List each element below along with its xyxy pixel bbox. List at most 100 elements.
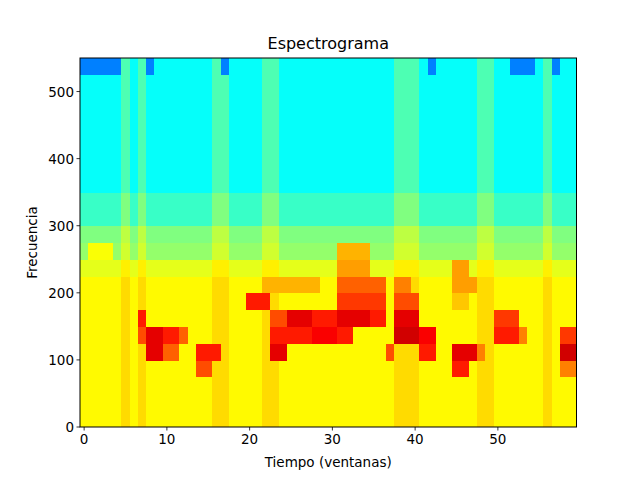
heatmap-cell: [320, 159, 329, 176]
heatmap-cell: [270, 226, 279, 243]
heatmap-cell: [105, 125, 114, 142]
heatmap-cell: [254, 377, 263, 394]
heatmap-cell: [320, 58, 329, 75]
heatmap-cell: [270, 209, 279, 226]
heatmap-cell: [221, 326, 230, 343]
heatmap-cell: [262, 293, 271, 310]
heatmap-cell: [146, 393, 155, 410]
heatmap-cell: [469, 310, 478, 327]
heatmap-cell: [345, 75, 354, 92]
heatmap-cell: [97, 58, 106, 75]
heatmap-cell: [394, 259, 403, 276]
heatmap-cell: [246, 259, 255, 276]
heatmap-cell: [502, 360, 511, 377]
heatmap-cell: [452, 243, 461, 260]
heatmap-cell: [403, 410, 412, 427]
heatmap-cell: [527, 259, 536, 276]
heatmap-cell: [345, 92, 354, 109]
heatmap-cell: [246, 159, 255, 176]
heatmap-cell: [97, 192, 106, 209]
heatmap-cell: [163, 175, 172, 192]
heatmap-cell: [287, 192, 296, 209]
heatmap-cell: [452, 75, 461, 92]
heatmap-cell: [543, 393, 552, 410]
heatmap-cell: [552, 410, 561, 427]
heatmap-cell: [146, 276, 155, 293]
heatmap-cell: [303, 276, 312, 293]
heatmap-cell: [535, 125, 544, 142]
heatmap-cell: [461, 159, 470, 176]
heatmap-cell: [527, 393, 536, 410]
heatmap-cell: [552, 75, 561, 92]
heatmap-cell: [312, 108, 321, 125]
heatmap-cell: [502, 293, 511, 310]
heatmap-cell: [279, 326, 288, 343]
heatmap-cell: [502, 192, 511, 209]
heatmap-cell: [469, 393, 478, 410]
y-tick-label: 400: [48, 151, 74, 167]
heatmap-cell: [188, 209, 197, 226]
heatmap-cell: [171, 125, 180, 142]
heatmap-cell: [171, 410, 180, 427]
heatmap-cell: [237, 92, 246, 109]
heatmap-cell: [154, 125, 163, 142]
heatmap-cell: [552, 326, 561, 343]
heatmap-cell: [113, 125, 122, 142]
heatmap-cell: [328, 360, 337, 377]
heatmap-cell: [254, 175, 263, 192]
heatmap-cells: [80, 58, 577, 427]
heatmap-cell: [171, 92, 180, 109]
heatmap-cell: [188, 243, 197, 260]
heatmap-cell: [105, 175, 114, 192]
heatmap-cell: [254, 92, 263, 109]
heatmap-cell: [519, 125, 528, 142]
heatmap-cell: [237, 393, 246, 410]
heatmap-cell: [552, 92, 561, 109]
heatmap-cell: [295, 377, 304, 394]
heatmap-cell: [237, 226, 246, 243]
heatmap-cell: [403, 142, 412, 159]
heatmap-cell: [502, 276, 511, 293]
heatmap-cell: [171, 393, 180, 410]
heatmap-cell: [88, 410, 97, 427]
heatmap-cell: [295, 125, 304, 142]
heatmap-cell: [204, 125, 213, 142]
heatmap-cell: [560, 192, 569, 209]
heatmap-cell: [188, 259, 197, 276]
heatmap-cell: [394, 108, 403, 125]
heatmap-cell: [295, 192, 304, 209]
heatmap-cell: [138, 293, 147, 310]
heatmap-cell: [221, 58, 230, 75]
heatmap-cell: [130, 125, 139, 142]
heatmap-cell: [394, 92, 403, 109]
heatmap-cell: [262, 192, 271, 209]
heatmap-cell: [279, 192, 288, 209]
heatmap-cell: [535, 259, 544, 276]
heatmap-cell: [394, 125, 403, 142]
heatmap-cell: [345, 326, 354, 343]
heatmap-cell: [444, 159, 453, 176]
heatmap-cell: [394, 393, 403, 410]
heatmap-cell: [88, 310, 97, 327]
heatmap-cell: [543, 360, 552, 377]
heatmap-cell: [494, 393, 503, 410]
heatmap-cell: [97, 209, 106, 226]
heatmap-cell: [328, 142, 337, 159]
heatmap-cell: [337, 125, 346, 142]
heatmap-cell: [485, 159, 494, 176]
heatmap-cell: [312, 326, 321, 343]
heatmap-cell: [345, 360, 354, 377]
heatmap-cell: [246, 125, 255, 142]
heatmap-cell: [303, 393, 312, 410]
heatmap-cell: [179, 175, 188, 192]
heatmap-cell: [97, 175, 106, 192]
heatmap-cell: [320, 92, 329, 109]
heatmap-cell: [394, 226, 403, 243]
heatmap-cell: [188, 276, 197, 293]
heatmap-cell: [411, 58, 420, 75]
heatmap-cell: [386, 175, 395, 192]
heatmap-cell: [436, 243, 445, 260]
heatmap-cell: [212, 410, 221, 427]
heatmap-cell: [97, 360, 106, 377]
heatmap-cell: [130, 293, 139, 310]
